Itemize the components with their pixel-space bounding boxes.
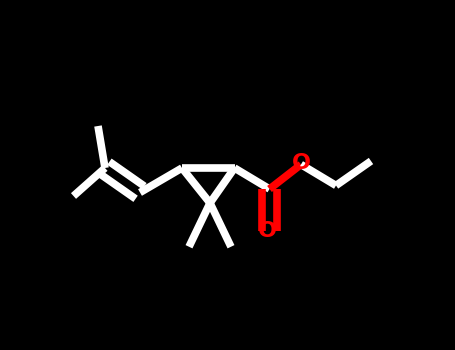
Text: O: O — [292, 153, 310, 173]
Text: O: O — [258, 221, 277, 241]
